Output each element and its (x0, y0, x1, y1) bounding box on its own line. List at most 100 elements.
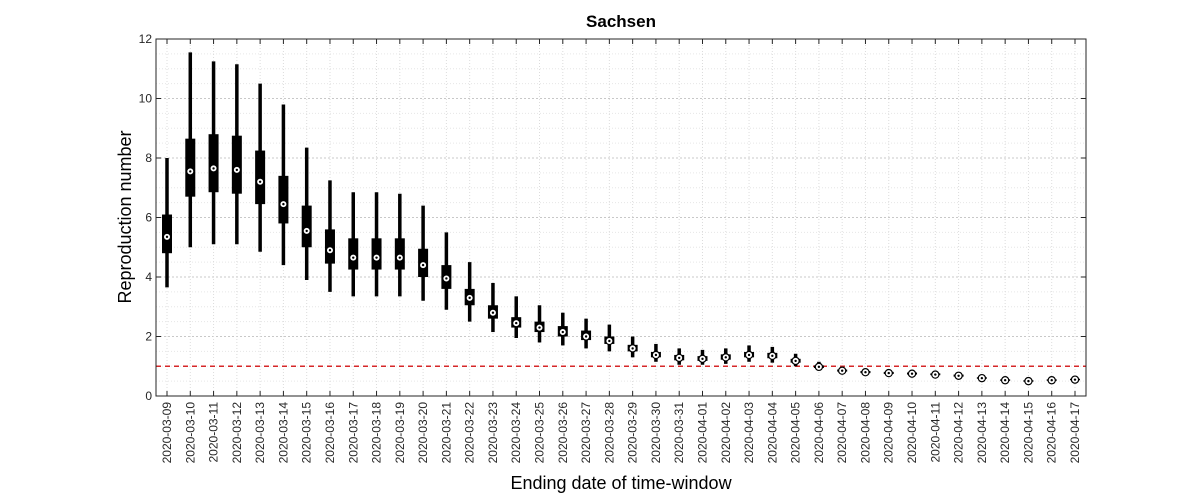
box-2020-03-24 (511, 296, 522, 338)
x-tick-label: 2020-03-24 (509, 402, 523, 464)
x-tick-label: 2020-03-10 (183, 402, 197, 464)
box-2020-04-14 (1000, 376, 1011, 385)
y-tick-label: 4 (145, 270, 152, 284)
x-tick-label: 2020-03-31 (672, 402, 686, 464)
box-2020-03-30 (650, 343, 661, 362)
median-dot (305, 229, 308, 233)
median-dot (561, 330, 564, 334)
box-2020-03-15 (301, 147, 312, 280)
box-2020-03-27 (581, 318, 592, 349)
median-dot (747, 353, 751, 357)
median-dot (515, 321, 518, 325)
box-2020-04-15 (1023, 376, 1034, 386)
median-dot (701, 357, 704, 361)
x-tick-label: 2020-03-30 (649, 402, 663, 464)
box-2020-03-22 (464, 262, 475, 322)
iqr-box (231, 135, 242, 194)
x-tick-label: 2020-04-16 (1045, 402, 1059, 464)
box-2020-04-04 (767, 346, 778, 363)
x-tick-label: 2020-03-19 (393, 402, 407, 464)
median-dot (1050, 379, 1053, 382)
y-tick-label: 6 (145, 211, 152, 225)
box-2020-03-11 (208, 61, 219, 245)
y-tick-label: 12 (139, 32, 153, 46)
median-dot (631, 347, 634, 350)
x-axis-title: Ending date of time-window (510, 473, 732, 493)
box-2020-04-10 (907, 369, 918, 378)
box-2020-03-10 (185, 52, 196, 248)
x-tick-label: 2020-04-05 (789, 402, 803, 464)
median-dot (212, 167, 215, 170)
median-dot (678, 356, 681, 360)
iqr-box (255, 150, 266, 205)
x-tick-label: 2020-04-14 (998, 402, 1012, 464)
x-tick-label: 2020-03-20 (416, 402, 430, 464)
median-dot (282, 202, 285, 206)
box-2020-03-23 (487, 282, 498, 333)
box-2020-03-28 (604, 324, 615, 352)
box-layer (162, 52, 1080, 386)
y-axis-ticks: 0 2 4 6 8 10 12 (139, 32, 1086, 403)
x-tick-label: 2020-04-13 (975, 402, 989, 464)
median-dot (934, 373, 937, 376)
median-dot (584, 335, 588, 338)
x-tick-label: 2020-03-16 (323, 402, 337, 464)
x-tick-label: 2020-03-12 (230, 402, 244, 464)
median-dot (724, 356, 727, 359)
x-tick-label: 2020-04-11 (928, 402, 942, 463)
x-tick-label: 2020-04-06 (812, 402, 826, 464)
box-2020-04-09 (883, 368, 894, 378)
x-tick-label: 2020-04-17 (1068, 402, 1082, 464)
median-dot (468, 296, 471, 300)
x-tick-label: 2020-03-11 (207, 402, 221, 463)
x-axis-ticks: 2020-03-09 2020-03-10 2020-03-11 2020-03-12… (160, 39, 1082, 463)
median-dot (445, 277, 448, 280)
median-dot (328, 249, 332, 252)
median-dot (398, 256, 402, 259)
x-tick-label: 2020-03-17 (346, 402, 360, 464)
median-dot (165, 235, 169, 239)
x-tick-label: 2020-04-02 (719, 402, 733, 464)
x-tick-label: 2020-04-07 (835, 402, 849, 464)
x-tick-label: 2020-03-28 (602, 402, 616, 464)
box-2020-04-12 (953, 371, 964, 380)
median-dot (352, 256, 355, 259)
x-tick-label: 2020-03-27 (579, 402, 593, 464)
median-dot (794, 359, 797, 363)
x-tick-label: 2020-03-18 (370, 402, 384, 464)
x-tick-label: 2020-04-10 (905, 402, 919, 464)
x-tick-label: 2020-04-15 (1021, 402, 1035, 464)
box-2020-03-13 (255, 83, 266, 252)
box-2020-03-18 (371, 192, 382, 297)
box-2020-03-29 (627, 336, 638, 358)
median-dot (654, 353, 658, 357)
x-tick-label: 2020-03-29 (626, 402, 640, 464)
x-tick-label: 2020-03-25 (533, 402, 547, 464)
x-tick-label: 2020-04-01 (695, 402, 709, 464)
median-dot (258, 180, 262, 183)
x-tick-label: 2020-04-04 (765, 402, 779, 464)
box-2020-04-06 (813, 361, 824, 372)
median-dot (491, 311, 495, 314)
median-dot (957, 374, 960, 377)
x-tick-label: 2020-04-12 (952, 402, 966, 464)
box-2020-03-12 (231, 64, 242, 245)
box-2020-04-17 (1070, 375, 1080, 384)
box-2020-03-09 (162, 158, 172, 288)
box-2020-03-26 (557, 312, 568, 346)
median-dot (421, 263, 425, 267)
median-dot (1073, 378, 1077, 381)
box-2020-04-05 (790, 353, 801, 367)
median-dot (235, 168, 239, 172)
box-2020-04-16 (1046, 376, 1057, 385)
box-2020-04-11 (930, 370, 941, 379)
x-tick-label: 2020-04-09 (882, 402, 896, 464)
x-tick-label: 2020-03-13 (253, 402, 267, 464)
box-2020-03-21 (441, 232, 452, 310)
median-dot (538, 326, 541, 329)
box-2020-04-02 (720, 348, 731, 364)
box-2020-04-07 (837, 366, 848, 375)
box-2020-04-03 (744, 345, 755, 362)
median-dot (910, 372, 914, 375)
